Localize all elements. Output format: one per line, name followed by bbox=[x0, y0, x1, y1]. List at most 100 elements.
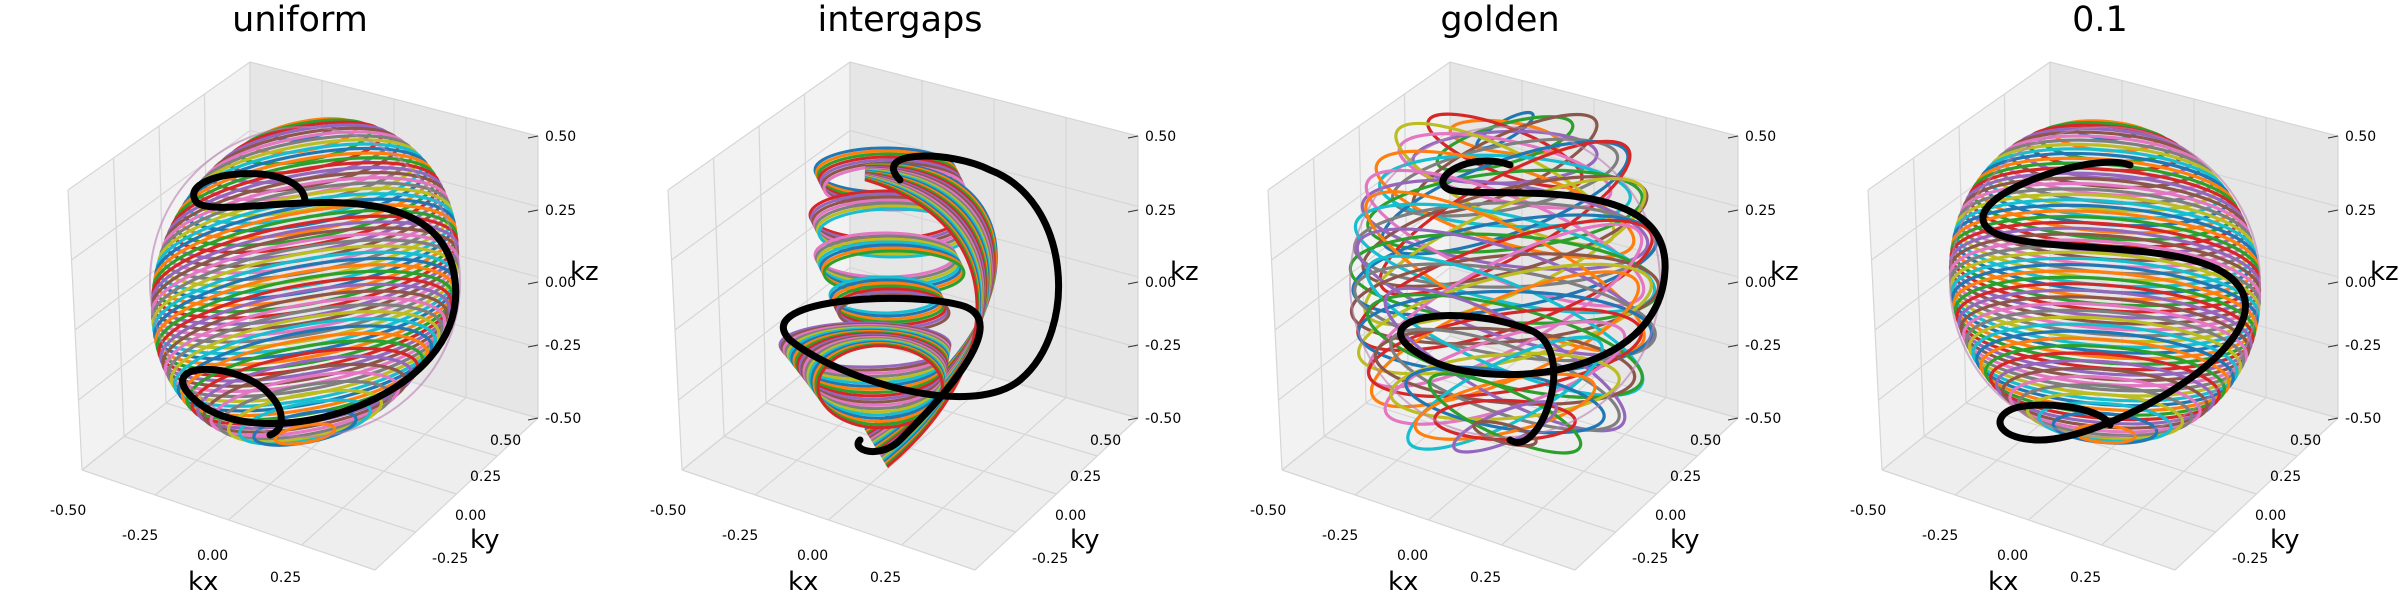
x-tick-label: 0.25 bbox=[270, 570, 301, 586]
z-tick-label: -0.50 bbox=[545, 411, 581, 427]
z-axis-label: kz bbox=[1170, 257, 1199, 287]
trajectory bbox=[1378, 153, 1632, 229]
trajectory bbox=[273, 422, 337, 446]
y-tick-label: 0.25 bbox=[2270, 469, 2301, 485]
trajectory bbox=[816, 344, 944, 430]
z-axis-label: kz bbox=[570, 257, 599, 287]
trajectory bbox=[180, 331, 430, 418]
x-tick-label: -0.50 bbox=[1850, 503, 1886, 519]
x-axis-label: kx bbox=[788, 567, 818, 597]
trajectory bbox=[1979, 336, 2231, 413]
z-tick-label: 0.50 bbox=[545, 129, 576, 145]
grid-line bbox=[849, 335, 1139, 419]
x-tick-label: 0.00 bbox=[797, 548, 828, 564]
panel-2: intergaps -0.50 -0.25 0.00 0.25 0.50 -0.50 -0.2… bbox=[650, 0, 1199, 597]
z-tick-label: 0.00 bbox=[1745, 275, 1776, 291]
grid-line bbox=[1365, 402, 1657, 495]
trajectory bbox=[1971, 322, 2239, 403]
z-tick-mark bbox=[1727, 344, 1739, 348]
trajectory bbox=[1406, 335, 1604, 451]
sphere-outline bbox=[1949, 126, 2261, 438]
y-tick-label: 0.25 bbox=[470, 469, 501, 485]
trajectory bbox=[1959, 295, 2251, 383]
trajectory bbox=[1389, 351, 1621, 422]
z-tick-mark bbox=[527, 135, 539, 139]
grid-line bbox=[249, 335, 539, 419]
x-tick-label: -0.25 bbox=[722, 528, 758, 544]
y-axis-label: ky bbox=[1070, 525, 1100, 555]
y-tick-label: -0.25 bbox=[1032, 551, 1068, 567]
trajectory bbox=[2008, 374, 2202, 434]
z-tick-label: -0.25 bbox=[1745, 338, 1781, 354]
x-tick-label: 0.25 bbox=[2070, 570, 2101, 586]
y-tick-label: 0.50 bbox=[2290, 433, 2321, 449]
z-tick-label: -0.25 bbox=[545, 338, 581, 354]
y-tick-label: 0.00 bbox=[1655, 508, 1686, 524]
highlight-trajectory bbox=[779, 152, 1063, 456]
trajectory bbox=[2016, 383, 2194, 438]
z-axis-label: kz bbox=[2370, 257, 2399, 287]
z-tick-label: -0.50 bbox=[1145, 411, 1181, 427]
trajectory-group bbox=[778, 146, 998, 468]
x-tick-label: 0.25 bbox=[1470, 570, 1501, 586]
z-tick-label: 0.50 bbox=[1145, 129, 1176, 145]
grid-line bbox=[2174, 417, 2339, 571]
trajectory bbox=[1472, 419, 1538, 448]
grid-line bbox=[1574, 417, 1739, 571]
y-tick-label: -0.25 bbox=[2232, 551, 2268, 567]
z-tick-label: 0.50 bbox=[1745, 129, 1776, 145]
trajectory bbox=[176, 324, 434, 413]
y-axis-label: ky bbox=[470, 525, 500, 555]
z-tick-mark bbox=[1127, 209, 1139, 213]
grid-line bbox=[765, 402, 1057, 495]
z-tick-mark bbox=[2327, 281, 2339, 285]
trajectory bbox=[2037, 401, 2173, 443]
y-tick-label: 0.00 bbox=[455, 508, 486, 524]
grid-line bbox=[1965, 402, 2257, 495]
panel-3: golden -0.50 -0.25 0.00 0.25 0.50 -0.50 -0.25 0.… bbox=[1250, 0, 1799, 597]
pane-floor bbox=[682, 336, 1138, 570]
panel-1: uniform -0.50 -0.25 0.00 0.25 0.50 -0.50 -0.25 0… bbox=[50, 0, 599, 597]
y-axis-label: ky bbox=[1670, 525, 1700, 555]
grid-line bbox=[1449, 335, 1739, 419]
z-tick-label: 0.25 bbox=[2345, 203, 2376, 219]
z-tick-mark bbox=[527, 209, 539, 213]
grid-line bbox=[901, 397, 1067, 546]
z-tick-label: 0.00 bbox=[2345, 275, 2376, 291]
panel-title: intergaps bbox=[817, 0, 982, 40]
z-axis-label: kz bbox=[1770, 257, 1799, 287]
trajectory bbox=[1951, 262, 2259, 355]
z-tick-mark bbox=[2327, 344, 2339, 348]
x-tick-label: -0.25 bbox=[122, 528, 158, 544]
grid-line bbox=[374, 417, 539, 571]
z-tick-label: 0.25 bbox=[1145, 203, 1176, 219]
x-tick-label: -0.25 bbox=[1322, 528, 1358, 544]
trajectory-group bbox=[1348, 110, 1662, 455]
grid-line bbox=[301, 397, 467, 546]
highlight-trajectory bbox=[1979, 158, 2249, 444]
z-tick-label: -0.50 bbox=[1745, 411, 1781, 427]
trajectory bbox=[864, 178, 979, 468]
grid-line bbox=[1501, 397, 1667, 546]
z-tick-mark bbox=[1727, 135, 1739, 139]
x-tick-label: -0.50 bbox=[50, 503, 86, 519]
z-tick-mark bbox=[1727, 417, 1739, 421]
panel-title: uniform bbox=[232, 0, 368, 40]
z-tick-label: 0.25 bbox=[1745, 203, 1776, 219]
z-tick-label: 0.50 bbox=[2345, 129, 2376, 145]
z-tick-mark bbox=[1127, 417, 1139, 421]
trajectory-group bbox=[1948, 119, 2262, 445]
panel-4: 0.1 -0.50 -0.25 0.00 0.25 0.50 -0.50 -0.25 0.00 0… bbox=[1850, 0, 2399, 597]
y-tick-label: 0.50 bbox=[1090, 433, 1121, 449]
y-tick-label: -0.25 bbox=[1632, 551, 1668, 567]
panel-title: golden bbox=[1440, 0, 1559, 40]
z-tick-mark bbox=[2327, 135, 2339, 139]
trajectory bbox=[1389, 327, 1621, 432]
trajectory bbox=[1964, 308, 2246, 393]
z-tick-mark bbox=[1127, 135, 1139, 139]
highlight-trajectory bbox=[1397, 157, 1669, 446]
trajectory bbox=[161, 289, 449, 388]
trajectory bbox=[1952, 269, 2258, 361]
y-tick-label: 0.25 bbox=[1670, 469, 1701, 485]
